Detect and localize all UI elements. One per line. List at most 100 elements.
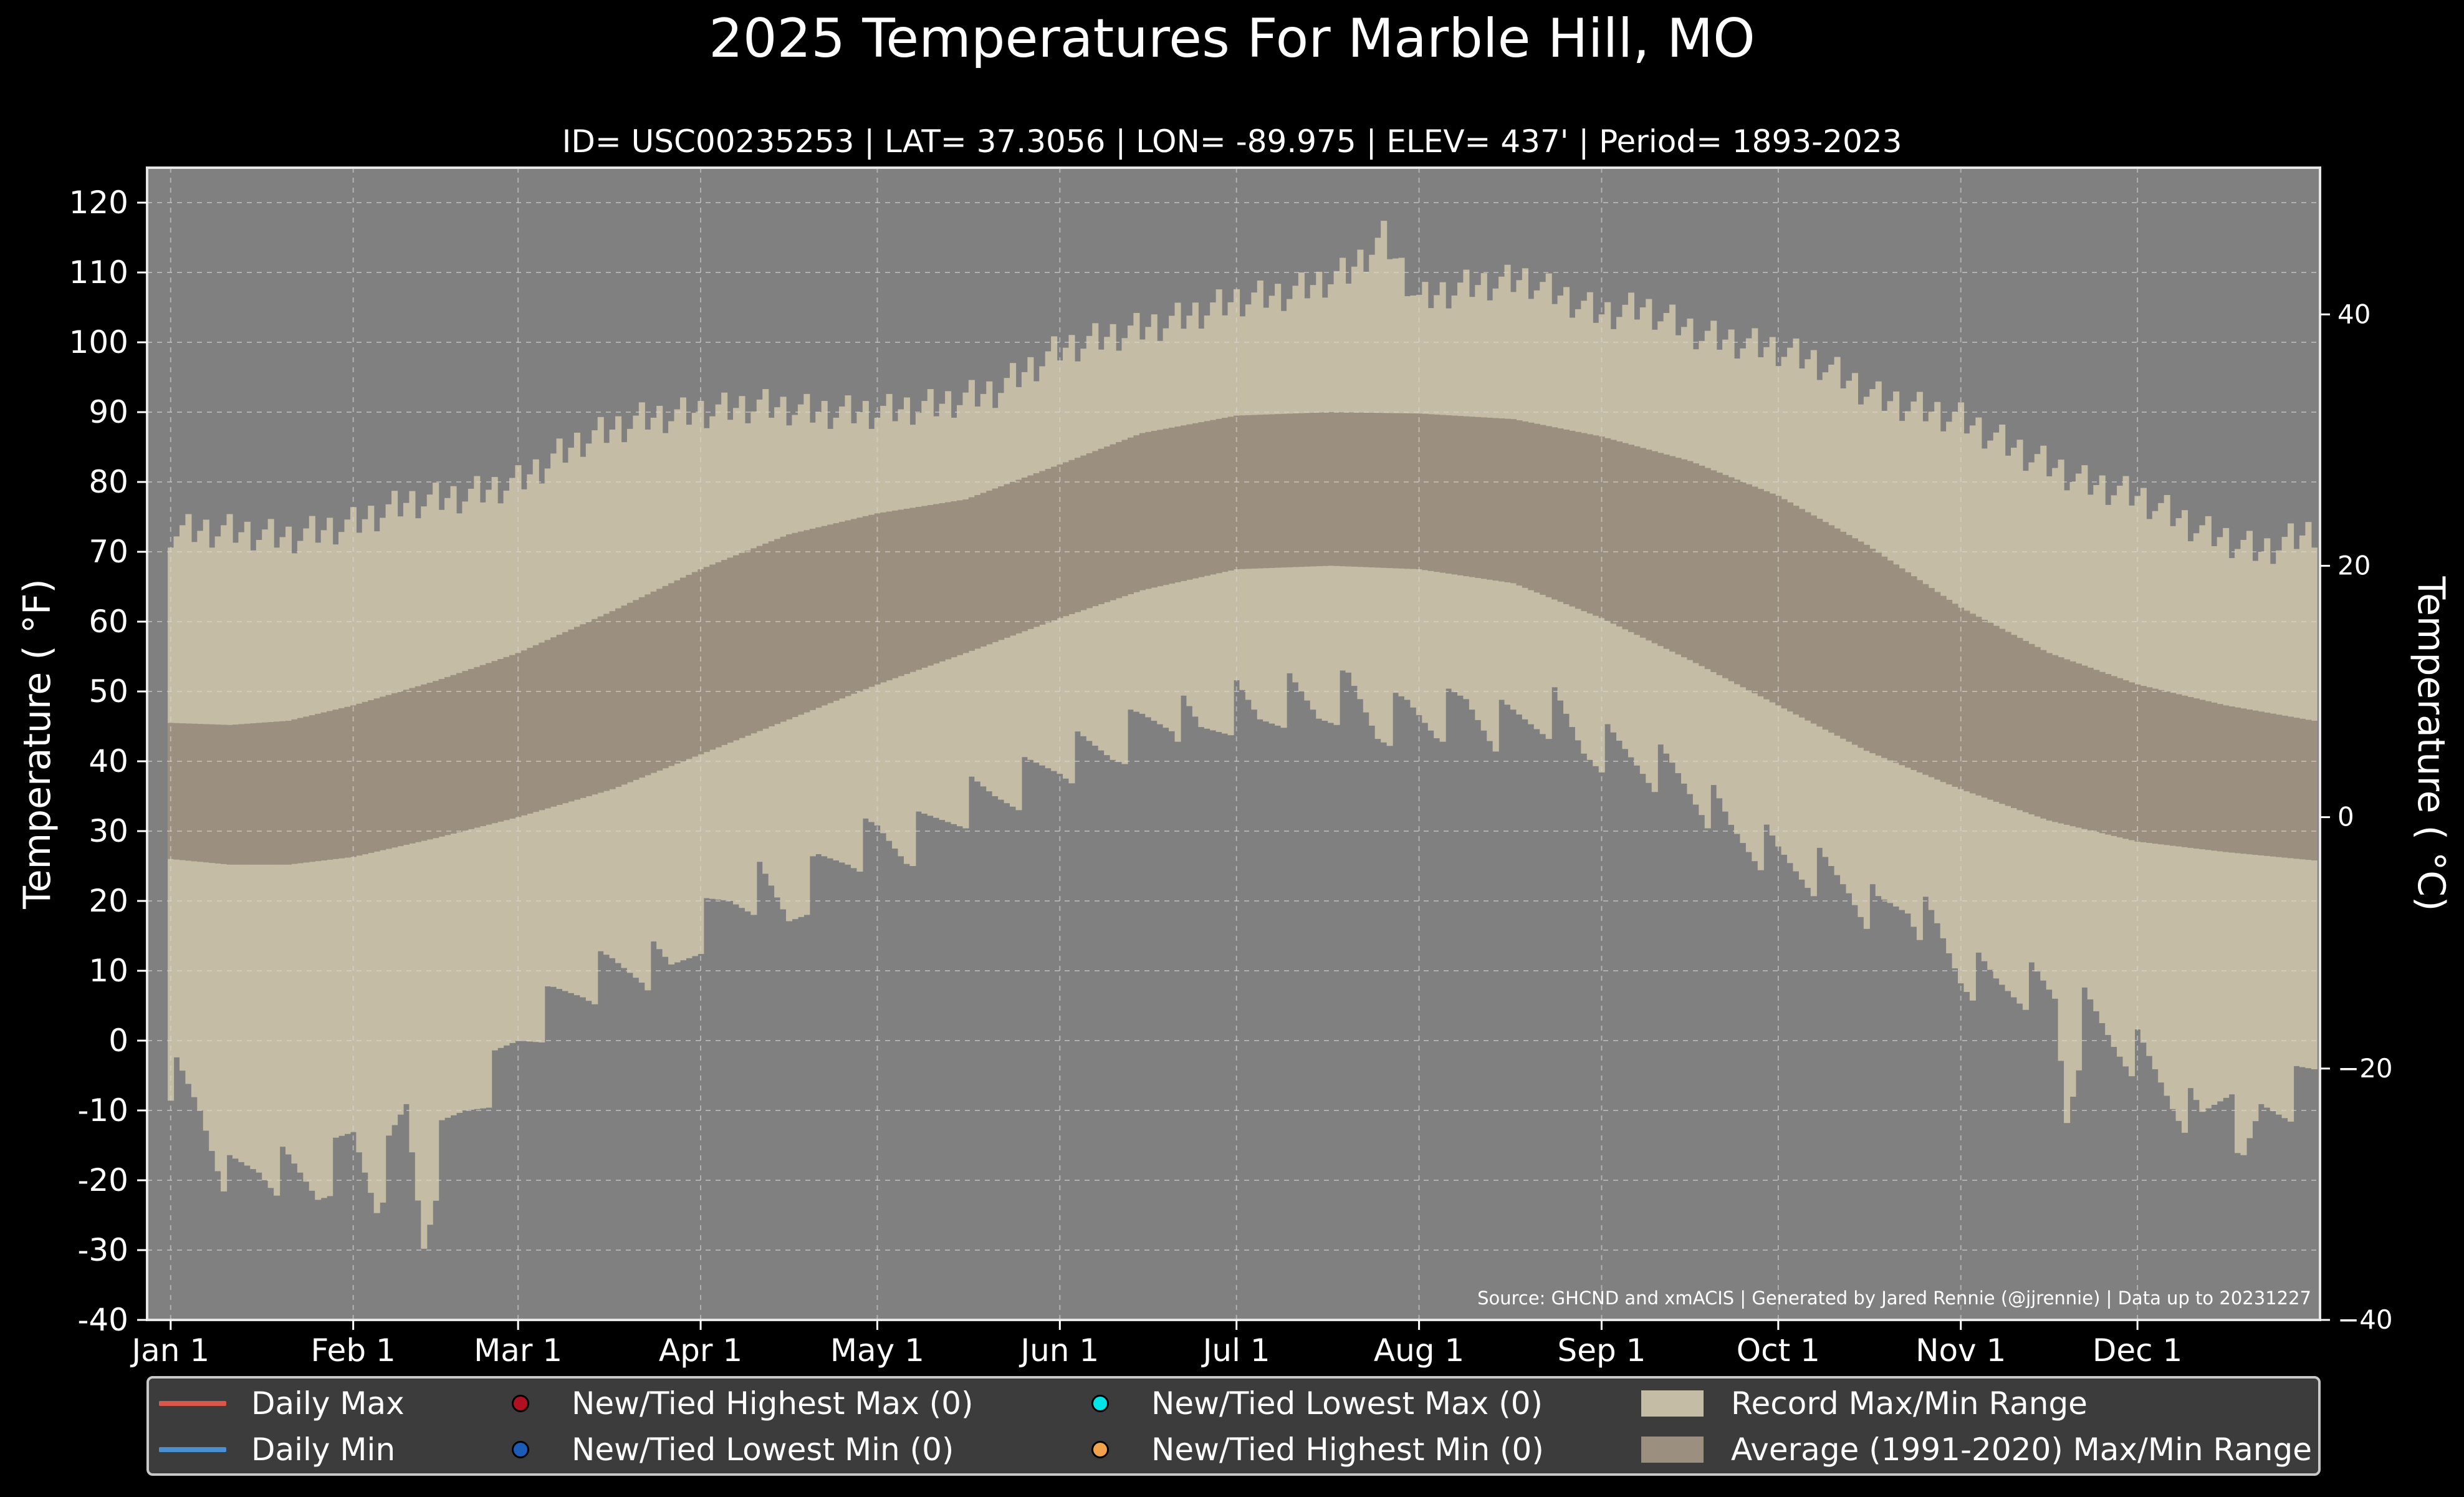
average-range-bar bbox=[2069, 661, 2076, 827]
average-range-bar bbox=[2011, 635, 2018, 809]
legend-item-average-range: Average (1991-2020) Max/Min Range bbox=[1641, 1431, 2312, 1468]
average-range-bar bbox=[1699, 465, 1705, 667]
average-range-bar bbox=[1528, 422, 1535, 590]
average-range-bar bbox=[2258, 711, 2265, 855]
average-range-bar bbox=[1410, 413, 1417, 569]
average-range-bar bbox=[1316, 412, 1323, 567]
average-range-bar bbox=[1234, 415, 1240, 569]
average-range-bar bbox=[562, 632, 569, 804]
average-range-bar bbox=[1363, 412, 1369, 567]
average-range-bar bbox=[597, 616, 604, 793]
y-tick-label: 90 bbox=[89, 394, 128, 430]
record-range-bar bbox=[320, 530, 327, 1198]
average-range-bar bbox=[274, 721, 280, 865]
average-range-bar bbox=[1198, 422, 1205, 577]
average-range-bar bbox=[1540, 425, 1546, 595]
average-range-bar bbox=[2199, 700, 2206, 850]
y-axis-label: Temperature ( °F) bbox=[16, 579, 59, 910]
average-range-bar bbox=[467, 669, 474, 829]
record-range-bar bbox=[373, 531, 380, 1213]
average-range-bar bbox=[739, 552, 745, 738]
average-range-bar bbox=[1210, 420, 1217, 575]
average-range-bar bbox=[2152, 688, 2159, 844]
average-range-bar bbox=[173, 723, 180, 860]
average-range-bar bbox=[774, 539, 781, 724]
average-range-bar bbox=[2305, 720, 2312, 860]
average-range-bar bbox=[297, 718, 304, 864]
average-range-bar bbox=[1687, 461, 1694, 660]
average-range-bar bbox=[1469, 416, 1475, 577]
average-range-bar bbox=[1357, 412, 1364, 567]
average-range-bar bbox=[1627, 445, 1635, 632]
legend-dot-swatch bbox=[512, 1395, 529, 1412]
average-range-bar bbox=[203, 724, 209, 863]
average-range-bar bbox=[1422, 413, 1429, 570]
average-range-bar bbox=[833, 523, 840, 701]
average-range-bar bbox=[1192, 423, 1199, 579]
average-range-bar bbox=[438, 679, 445, 837]
average-range-bar bbox=[815, 527, 822, 708]
average-range-bar bbox=[1204, 421, 1210, 576]
average-range-bar bbox=[1374, 413, 1381, 568]
average-range-bar bbox=[1151, 431, 1158, 588]
average-range-bar bbox=[1487, 417, 1493, 580]
average-range-bar bbox=[1445, 415, 1452, 574]
average-range-bar bbox=[1522, 421, 1528, 588]
average-range-bar bbox=[1092, 451, 1099, 607]
average-range-bar bbox=[1086, 453, 1093, 609]
average-range-bar bbox=[2223, 705, 2230, 852]
average-range-bar bbox=[1021, 478, 1028, 632]
average-range-bar bbox=[409, 688, 416, 844]
average-range-bar bbox=[1822, 522, 1829, 730]
average-range-bar bbox=[2293, 718, 2300, 859]
average-range-bar bbox=[1769, 493, 1776, 703]
x-tick-label: Dec 1 bbox=[2092, 1332, 2182, 1369]
average-range-bar bbox=[1169, 427, 1176, 584]
average-range-bar bbox=[1881, 556, 1888, 758]
record-range-bar bbox=[433, 483, 439, 1201]
average-range-bar bbox=[697, 569, 704, 754]
average-range-bar bbox=[1381, 413, 1388, 568]
average-range-bar bbox=[750, 548, 757, 734]
average-range-bar bbox=[662, 585, 669, 769]
average-range-bar bbox=[1162, 428, 1169, 585]
average-range-bar bbox=[1840, 531, 1847, 739]
average-range-bar bbox=[1004, 484, 1010, 638]
average-range-bar bbox=[1015, 479, 1022, 633]
average-range-bar bbox=[2240, 708, 2247, 854]
average-range-bar bbox=[2087, 667, 2094, 830]
average-range-bar bbox=[839, 521, 846, 699]
average-range-bar bbox=[1934, 592, 1941, 780]
average-range-bar bbox=[732, 555, 740, 741]
average-range-bar bbox=[709, 564, 716, 750]
average-range-bar bbox=[1834, 528, 1841, 736]
y-tick-label: -40 bbox=[77, 1302, 128, 1338]
average-range-bar bbox=[391, 693, 398, 848]
average-range-bar bbox=[1722, 474, 1729, 678]
average-range-bar bbox=[1969, 614, 1976, 794]
average-range-bar bbox=[2205, 701, 2212, 850]
average-range-bar bbox=[909, 508, 916, 672]
average-range-bar bbox=[2075, 663, 2082, 828]
legend-item-new-highest-min: New/Tied Highest Min (0) bbox=[1091, 1431, 1544, 1468]
average-range-bar bbox=[1716, 473, 1723, 675]
average-range-bar bbox=[1328, 412, 1335, 566]
average-range-bar bbox=[1922, 584, 1929, 775]
average-range-bar bbox=[509, 655, 516, 819]
average-range-bar bbox=[380, 696, 386, 850]
y-tick-label-right: 0 bbox=[2337, 802, 2354, 832]
average-range-bar bbox=[585, 622, 592, 796]
average-range-bar bbox=[373, 698, 380, 852]
record-range-bar bbox=[274, 547, 280, 1196]
average-range-bar bbox=[780, 536, 787, 722]
average-range-bar bbox=[1268, 414, 1275, 568]
record-range-bar bbox=[421, 506, 428, 1249]
average-range-bar bbox=[2040, 650, 2047, 819]
legend-line-swatch bbox=[159, 1447, 226, 1452]
average-range-bar bbox=[397, 691, 404, 847]
average-range-bar bbox=[1916, 580, 1923, 773]
average-range-bar bbox=[1393, 413, 1399, 569]
average-range-bar bbox=[191, 723, 198, 862]
average-range-bar bbox=[1451, 415, 1458, 575]
